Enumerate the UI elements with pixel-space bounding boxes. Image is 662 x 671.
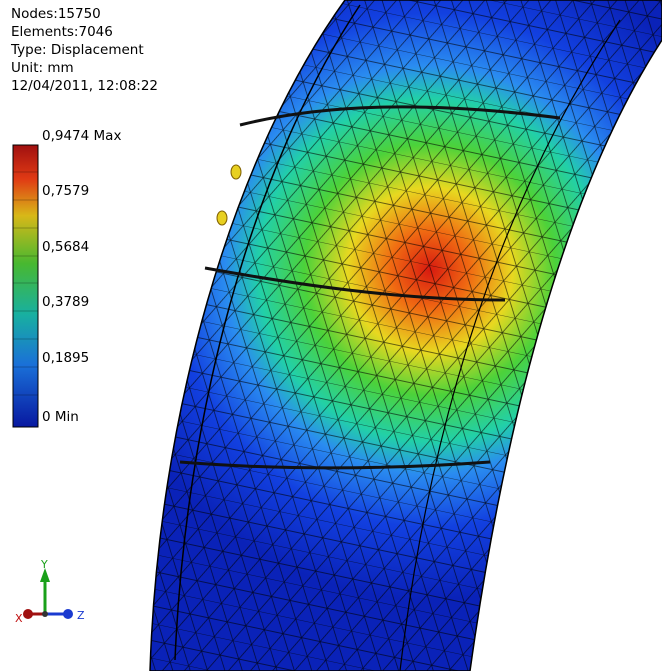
legend-label: 0 Min [42,409,79,425]
legend-label: 0,1895 [42,350,89,366]
info-block: Nodes:15750 Elements:7046 Type: Displace… [11,5,158,95]
model-view: Y X Z [0,0,662,671]
part [150,0,662,671]
axis-x-label: X [15,612,23,625]
triad: Y X Z [15,558,85,625]
legend-label: 0,3789 [42,294,89,310]
axis-y-label: Y [40,558,48,571]
timestamp: 12/04/2011, 12:08:22 [11,77,158,95]
nodes: Nodes:15750 [11,5,158,23]
unit: Unit: mm [11,59,158,77]
legend-label: 0,7579 [42,183,89,199]
legend-bar [13,145,38,427]
result-type: Type: Displacement [11,41,158,59]
elements: Elements:7046 [11,23,158,41]
legend-label: 0,5684 [42,239,89,255]
axis-z-label: Z [77,609,85,622]
legend-label: 0,9474 Max [42,128,121,144]
viewport: Y X Z Nodes:15750 Elements:7046 Type: Di… [0,0,662,671]
